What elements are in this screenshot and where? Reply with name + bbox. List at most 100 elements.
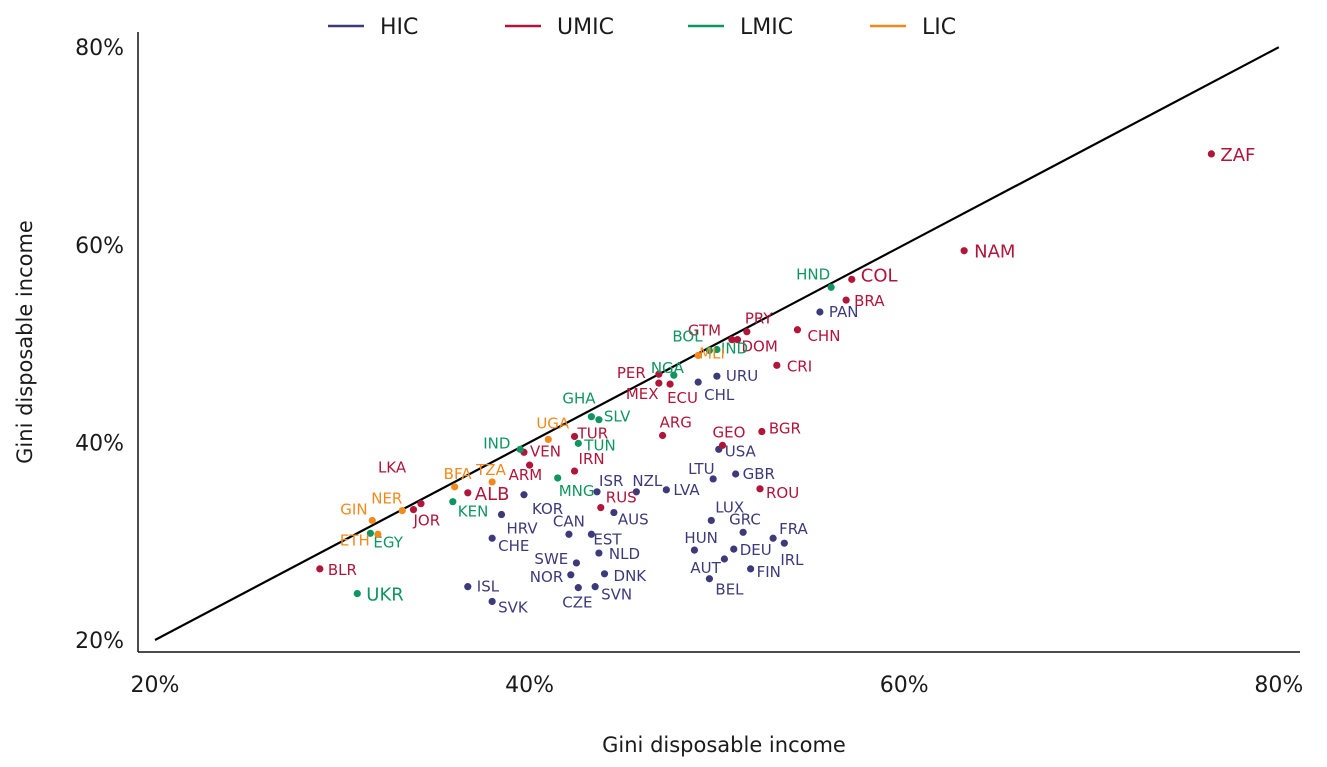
point-label-uru: URU: [726, 367, 758, 385]
data-point-alb: [464, 489, 472, 497]
point-label-hnd: HND: [796, 265, 830, 283]
point-label-pan: PAN: [829, 303, 859, 321]
point-label-blr: BLR: [328, 561, 357, 579]
x-tick-label: 20%: [131, 673, 180, 698]
point-label-bgr: BGR: [769, 420, 801, 438]
legend-label: UMIC: [557, 15, 614, 40]
point-label-mli: MLI: [699, 344, 725, 362]
point-label-ind: IND: [483, 434, 510, 452]
point-label-irl: IRL: [780, 551, 804, 569]
y-tick-label: 80%: [75, 36, 124, 61]
data-point-aut: [720, 555, 728, 563]
point-label-tza: TZA: [475, 461, 506, 479]
point-label-can: CAN: [553, 512, 585, 530]
data-point-mng: [554, 474, 562, 482]
point-label-fra: FRA: [779, 520, 808, 538]
point-label-cri: CRI: [787, 357, 812, 375]
point-label-ner: NER: [371, 490, 402, 508]
data-point-col: [848, 275, 856, 283]
y-tick-labels: 20% 40% 60% 80%: [75, 36, 124, 654]
point-label-dom: DOM: [742, 338, 778, 356]
point-label-jor: JOR: [412, 512, 440, 530]
data-point-tza: [488, 478, 496, 486]
data-point-nld: [595, 549, 603, 557]
point-label-uga: UGA: [536, 414, 570, 432]
data-point-arg: [658, 431, 667, 440]
data-point-gbr: [732, 470, 740, 478]
data-point-blr: [316, 565, 324, 573]
point-label-arm: ARM: [509, 466, 543, 484]
y-tick-label: 60%: [75, 234, 124, 259]
x-tick-labels: 20% 40% 60% 80%: [131, 673, 1304, 698]
point-label-ven: VEN: [530, 442, 561, 460]
data-point-chl: [694, 378, 702, 386]
data-point-gin: [368, 516, 376, 525]
point-label-slv: SLV: [604, 408, 631, 426]
point-label-cze: CZE: [562, 594, 592, 612]
point-label-tun: TUN: [583, 436, 615, 454]
data-point-irl: [780, 539, 788, 547]
point-label-chn: CHN: [807, 327, 840, 345]
point-label-pry: PRY: [745, 310, 774, 328]
data-point-gtm: [728, 336, 736, 344]
data-point-lva: [662, 486, 670, 494]
data-point-zaf: [1207, 150, 1215, 158]
data-point-arm: [526, 461, 534, 469]
point-label-gtm: GTM: [688, 322, 721, 340]
data-point-uru: [713, 372, 721, 380]
data-point-per: [655, 370, 663, 378]
point-label-irn: IRN: [579, 450, 605, 468]
point-label-hun: HUN: [684, 529, 717, 547]
data-point-bfa: [451, 483, 459, 491]
data-point-nzl: [632, 488, 640, 496]
point-label-zaf: ZAF: [1220, 145, 1255, 166]
data-point-dom: [733, 336, 742, 344]
point-label-gin: GIN: [340, 500, 367, 518]
x-tick-label: 40%: [505, 673, 554, 698]
point-label-bfa: BFA: [444, 465, 473, 483]
y-tick-label: 40%: [75, 431, 124, 456]
data-point-gha: [587, 413, 596, 421]
data-point-hun: [690, 546, 699, 554]
data-point-uga: [544, 435, 552, 444]
data-point-nor: [567, 571, 575, 579]
data-point-geo: [718, 441, 727, 449]
point-label-est: EST: [593, 530, 622, 548]
data-point-tun: [574, 439, 582, 447]
point-label-lka: LKA: [378, 459, 407, 477]
point-label-nld: NLD: [609, 545, 640, 563]
data-point-grc: [739, 528, 747, 536]
point-label-grc: GRC: [729, 510, 761, 528]
data-point-cri: [773, 361, 781, 369]
data-point-eth: [374, 530, 382, 538]
point-label-nzl: NZL: [632, 472, 662, 490]
data-point-slv: [595, 416, 603, 424]
point-label-ind: IND: [721, 340, 748, 358]
data-point-cze: [574, 584, 582, 592]
point-label-rus: RUS: [606, 489, 637, 507]
data-point-svk: [488, 597, 496, 606]
point-label-egy: EGY: [373, 533, 403, 551]
point-label-aus: AUS: [618, 511, 649, 529]
data-point-lux: [707, 516, 715, 525]
data-point-mli: [694, 351, 702, 360]
data-point-rus: [597, 504, 605, 512]
point-label-gha: GHA: [562, 390, 596, 408]
point-label-nor: NOR: [530, 568, 563, 586]
data-point-svn: [591, 583, 599, 591]
point-label-kor: KOR: [532, 500, 563, 518]
point-label-svn: SVN: [601, 586, 632, 604]
data-point-ecu: [666, 380, 674, 388]
data-point-isr: [593, 488, 601, 496]
data-point-can: [565, 530, 573, 538]
point-label-per: PER: [617, 364, 646, 382]
data-point-ken: [449, 498, 457, 506]
reference-line: [154, 46, 1280, 641]
y-axis-title: Gini disposable income: [13, 220, 37, 464]
point-label-eth: ETH: [340, 531, 370, 549]
point-label-ukr: UKR: [366, 585, 404, 606]
legend: HIC UMIC LMIC LIC: [328, 15, 956, 40]
y-tick-label: 20%: [75, 629, 124, 654]
data-point-mex: [655, 379, 663, 387]
point-label-deu: DEU: [740, 541, 772, 559]
